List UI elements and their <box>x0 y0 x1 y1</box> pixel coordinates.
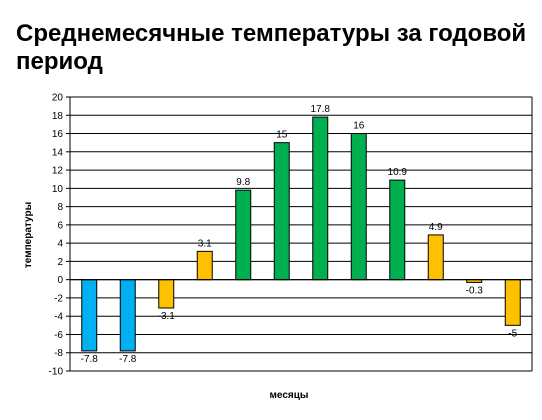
bar <box>504 279 521 326</box>
y-axis-tick-labels: -10 -8 -6 -4 -2 0 2 4 6 8 10 12 14 16 18 20 <box>49 93 64 378</box>
y-axis-title: температуры <box>23 202 34 268</box>
grid-lines <box>66 96 532 372</box>
data-label: 15 <box>276 130 288 141</box>
data-label: -3.1 <box>158 311 176 322</box>
data-label: -0.3 <box>466 285 484 296</box>
y-tick-label: -6 <box>54 330 63 341</box>
data-label: 16 <box>353 121 365 132</box>
data-label: 9.8 <box>236 177 250 188</box>
slide-title: Среднемесячные температуры за годовой пе… <box>16 20 527 75</box>
bar <box>427 234 444 281</box>
data-labels: -7.8 -7.8 -3.1 3.1 9.8 15 17.8 16 10.9 4.9 -0.3 -5 <box>81 104 518 365</box>
y-tick-label: 14 <box>52 147 64 158</box>
bar <box>196 250 213 281</box>
data-label: 4.9 <box>429 222 443 233</box>
data-label: -5 <box>508 328 517 339</box>
y-tick-label: 2 <box>57 257 63 268</box>
axes <box>69 97 533 372</box>
bar <box>350 133 367 281</box>
data-label: 3.1 <box>198 238 212 249</box>
y-tick-label: -2 <box>54 293 63 304</box>
y-tick-label: -8 <box>54 348 63 359</box>
y-tick-label: 20 <box>52 93 64 104</box>
y-tick-label: -10 <box>49 367 64 378</box>
y-tick-label: 16 <box>52 129 64 140</box>
bar <box>158 279 175 309</box>
y-tick-label: 12 <box>52 166 64 177</box>
data-label: 17.8 <box>311 104 331 115</box>
data-label: 10.9 <box>388 167 408 178</box>
y-tick-label: 6 <box>57 220 63 231</box>
bar <box>312 116 329 281</box>
bar <box>389 179 406 281</box>
data-label: -7.8 <box>119 354 137 365</box>
y-tick-label: 4 <box>57 239 63 250</box>
bar <box>81 279 98 352</box>
y-tick-label: 18 <box>52 111 64 122</box>
bar <box>119 279 136 352</box>
y-tick-label: 0 <box>57 275 63 286</box>
y-tick-label: -4 <box>54 312 63 323</box>
x-axis-title: месяцы <box>270 390 309 401</box>
y-tick-label: 10 <box>52 184 64 195</box>
bars <box>81 116 521 352</box>
data-label: -7.8 <box>81 354 99 365</box>
bar <box>235 189 252 281</box>
y-tick-label: 8 <box>57 202 63 213</box>
bar <box>273 142 290 281</box>
